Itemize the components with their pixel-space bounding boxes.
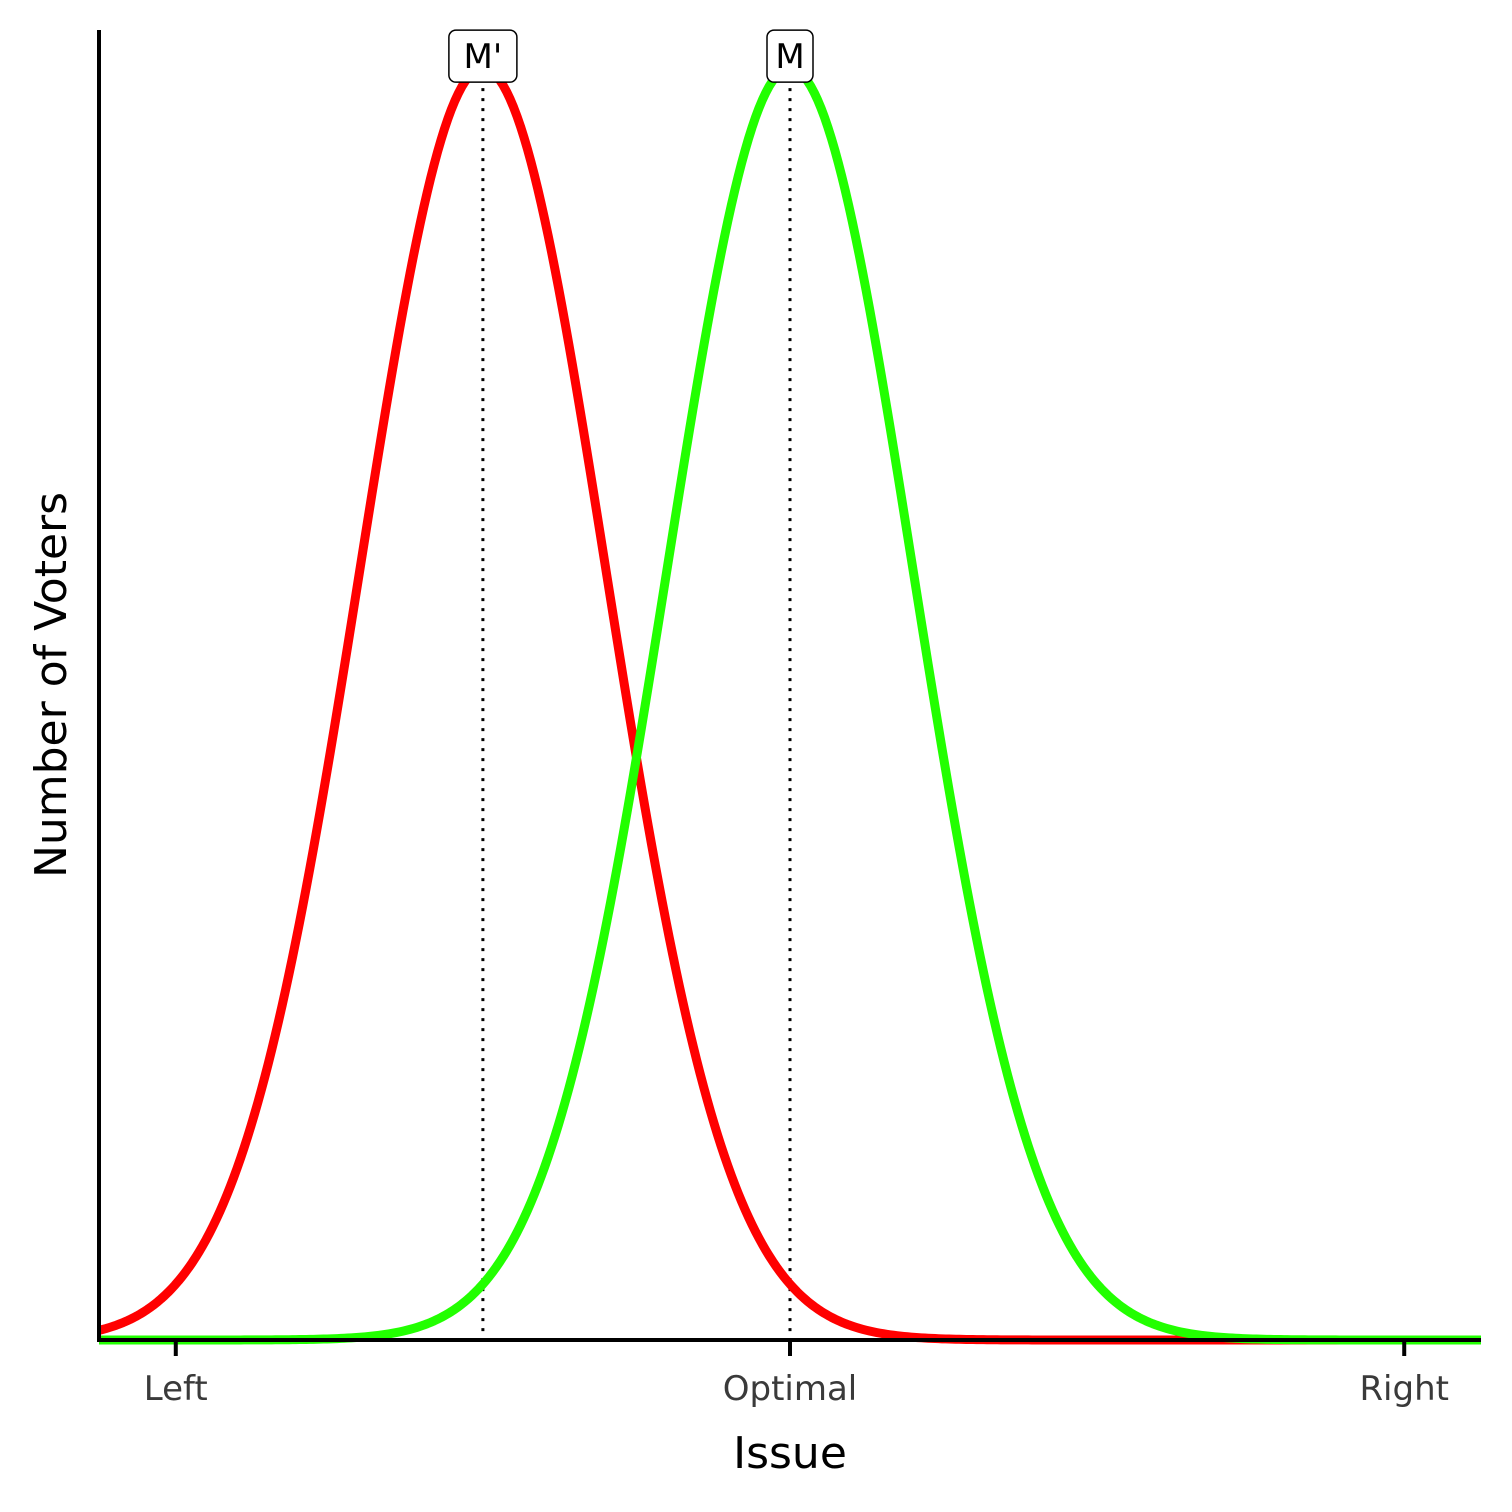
axes: [97, 30, 1481, 1342]
median-marker: M: [766, 29, 814, 83]
median-marker-label: M': [464, 37, 503, 77]
median-guides: [481, 68, 792, 1340]
median-marker-label: M: [775, 37, 804, 77]
median-marker-box: [448, 29, 518, 83]
y-axis-title: Number of Voters: [26, 492, 77, 878]
x-tick-label: Optimal: [723, 1369, 858, 1409]
x-axis-title: Issue: [733, 1428, 847, 1479]
x-tick-label: Right: [1359, 1369, 1449, 1409]
x-ticks: Left Optimal Right: [144, 1340, 1449, 1409]
median-marker: M': [448, 29, 518, 83]
median-markers: M' M: [448, 29, 814, 83]
median-marker-box: [766, 29, 814, 83]
x-tick-label: Left: [144, 1369, 208, 1409]
